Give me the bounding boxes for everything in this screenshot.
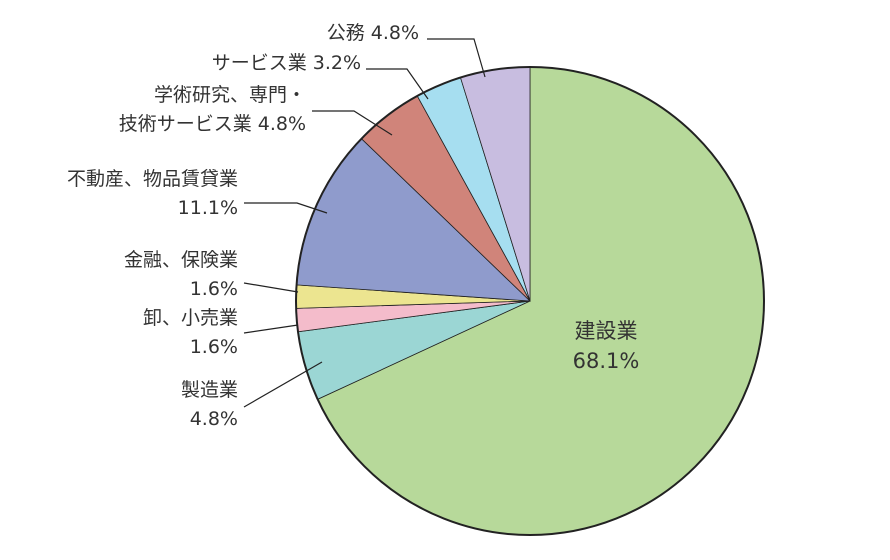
- leader-line-5: [244, 202, 328, 214]
- slice-label-5-line-1: 不動産、物品賃貸業: [67, 168, 238, 190]
- leader-line-4: [243, 282, 299, 293]
- slice-label-3-line-2: 1.6%: [190, 336, 238, 358]
- leader-line-7: [366, 68, 429, 100]
- slice-label-3-line-1: 卸、小売業: [143, 307, 238, 329]
- slice-label-6-line-2: 技術サービス業 4.8%: [119, 113, 306, 135]
- leader-line-3: [243, 324, 299, 334]
- leader-lines: [243, 38, 486, 408]
- pie-outline: [295, 66, 765, 536]
- leader-line-8: [427, 38, 486, 78]
- slice-labels: 建設業 68.1% 製造業 4.8% 卸、小売業 1.6% 金融、保険業 1.6% 不動産、物品…: [67, 22, 639, 430]
- slice-label-4-line-1: 金融、保険業: [124, 249, 238, 271]
- slice-label-5-line-2: 11.1%: [178, 197, 238, 219]
- slice-label-8-line-1: 公務 4.8%: [327, 22, 419, 44]
- pie-slices: [295, 66, 765, 536]
- slice-label-2-line-2: 4.8%: [190, 408, 238, 430]
- leader-line-2: [243, 361, 323, 408]
- slice-label-1-line-1: 建設業: [575, 319, 638, 343]
- slice-label-4-line-2: 1.6%: [190, 278, 238, 300]
- slice-label-7-line-1: サービス業 3.2%: [212, 52, 361, 74]
- slice-label-1-line-2: 68.1%: [573, 349, 640, 373]
- leader-line-6: [312, 110, 393, 136]
- slice-label-2-line-1: 製造業: [181, 379, 238, 401]
- slice-label-6-line-1: 学術研究、専門・: [154, 84, 306, 106]
